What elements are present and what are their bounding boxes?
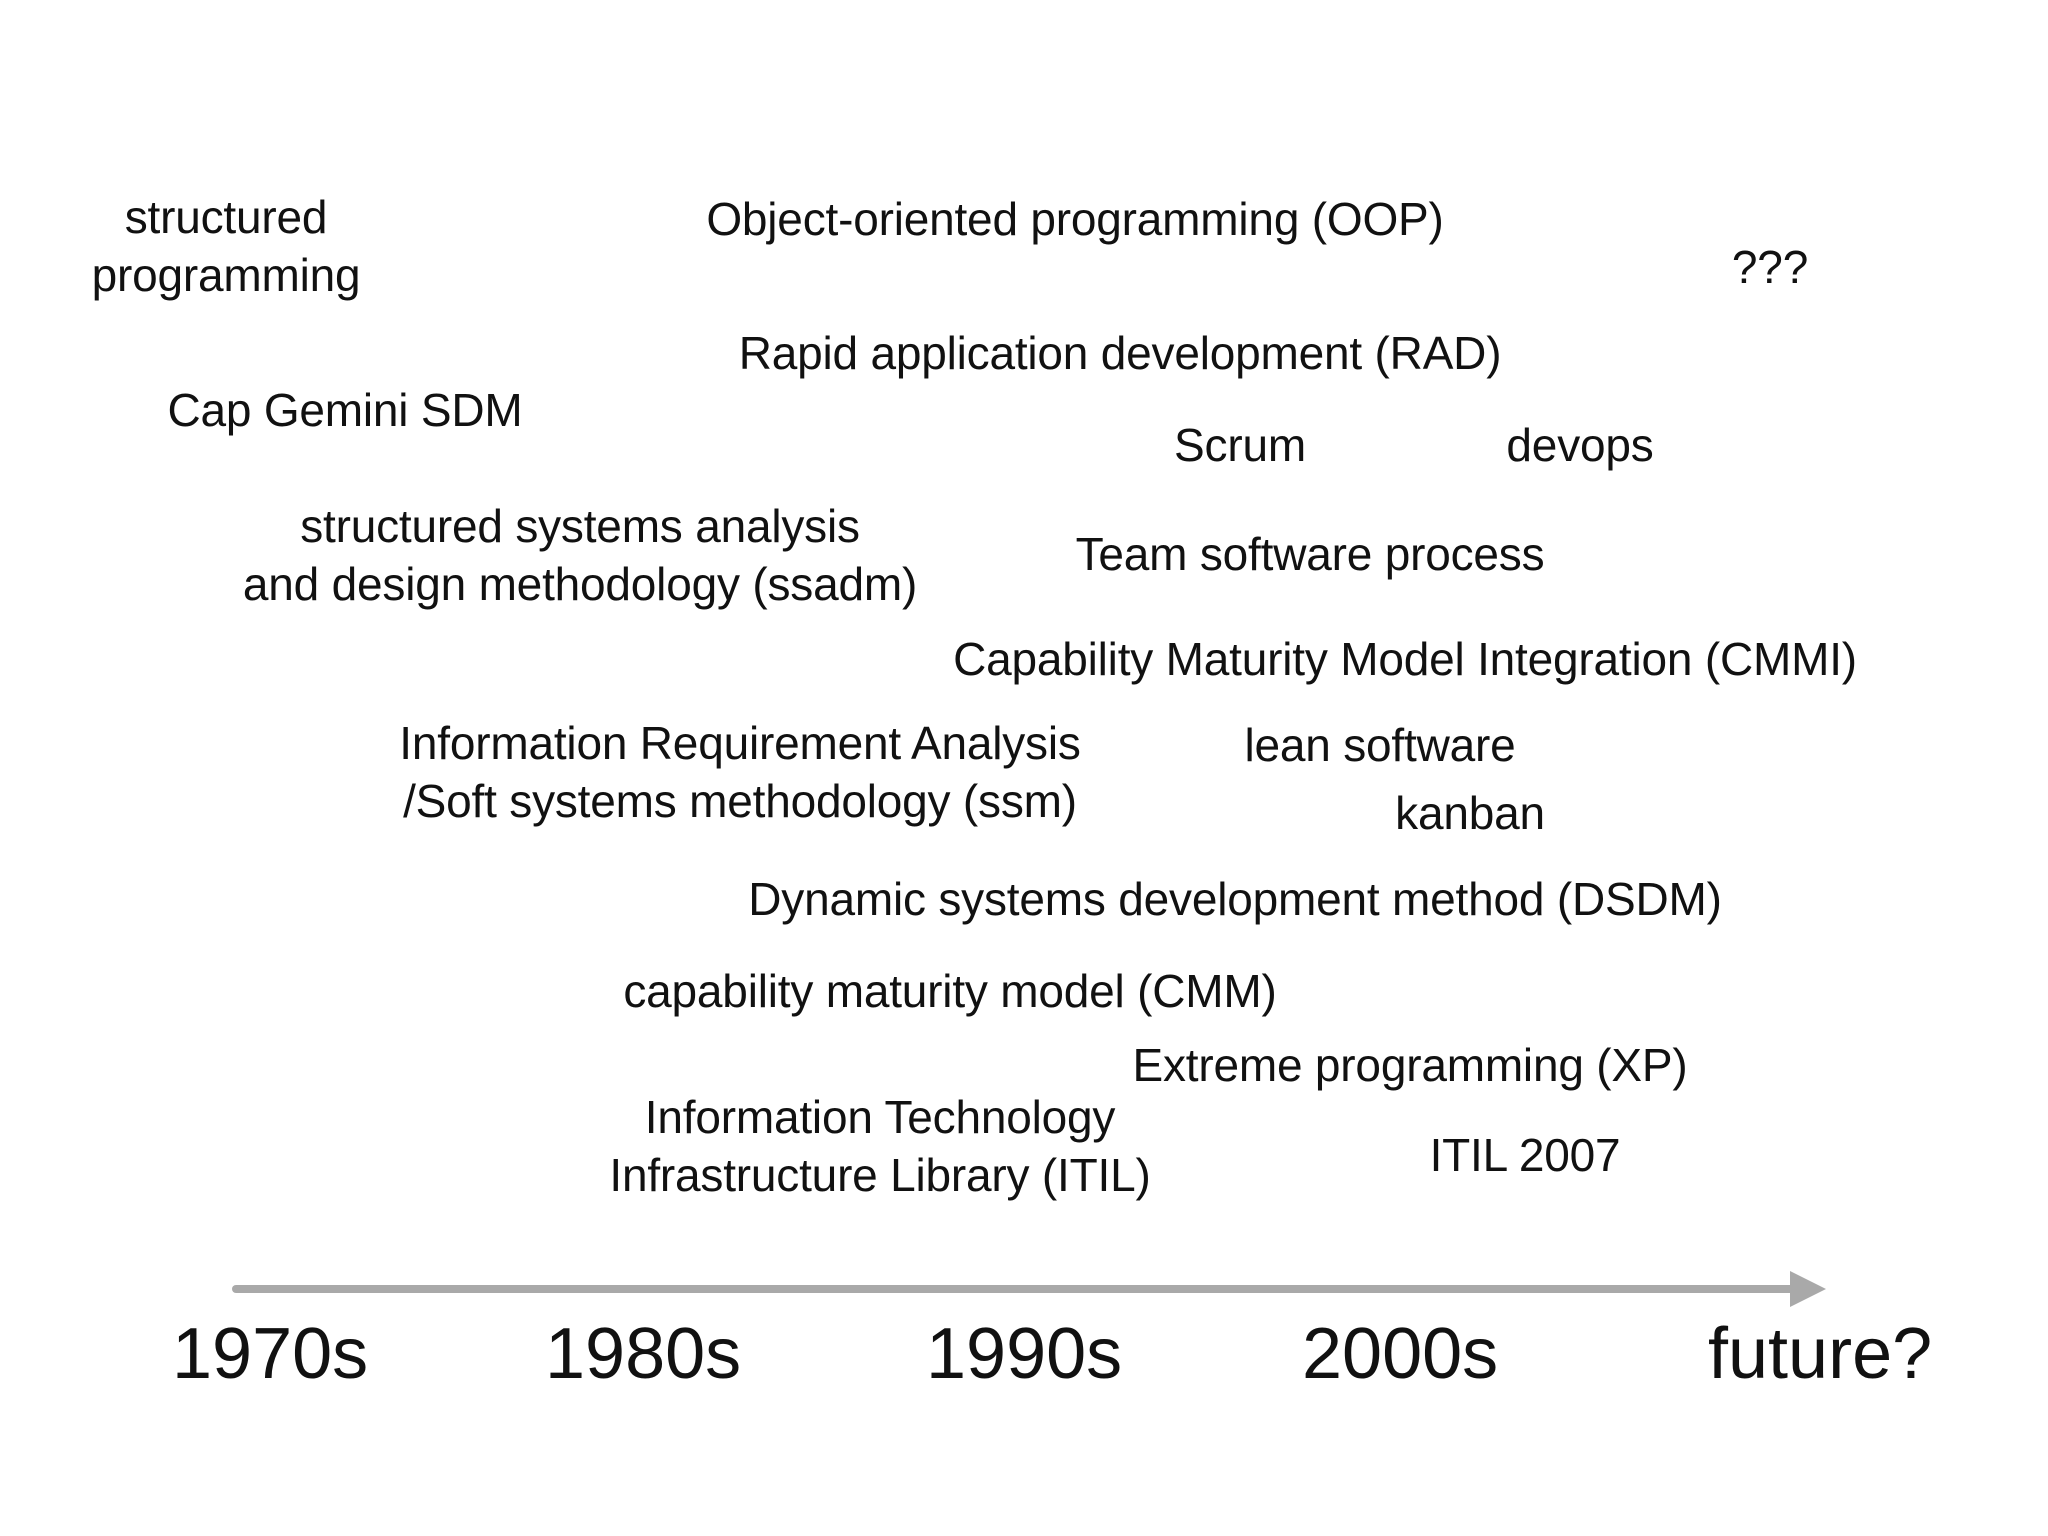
label-cap-gemini-sdm: Cap Gemini SDM (167, 384, 523, 436)
label-line: and design methodology (ssadm) (242, 558, 918, 610)
label-ssadm: structured systems analysis and design m… (220, 497, 940, 613)
label-cmm: capability maturity model (CMM) (623, 965, 1277, 1017)
label-line: Infrastructure Library (ITIL) (609, 1149, 1151, 1201)
era-label-1980s: 1980s (545, 1314, 742, 1394)
label-team-software-process: Team software process (1075, 528, 1545, 580)
label-line: structured systems analysis (300, 500, 860, 552)
label-line: structured (124, 191, 328, 243)
label-scrum: Scrum (1174, 419, 1306, 471)
label-rad: Rapid application development (RAD) (738, 327, 1502, 379)
label-question-marks: ??? (1731, 241, 1809, 293)
timeline-arrow-head (1790, 1271, 1826, 1307)
label-line: /Soft systems methodology (ssm) (403, 775, 1077, 827)
label-kanban: kanban (1395, 787, 1545, 839)
era-label-1970s: 1970s (172, 1314, 369, 1394)
label-cmmi: Capability Maturity Model Integration (C… (953, 633, 1857, 685)
era-label-future: future? (1708, 1314, 1933, 1394)
label-dsdm: Dynamic systems development method (DSDM… (748, 873, 1722, 925)
era-label-1990s: 1990s (926, 1314, 1123, 1394)
label-structured-programming: structured programming (78, 188, 374, 304)
label-itil: Information Technology Infrastructure Li… (580, 1088, 1180, 1204)
label-line: Information Technology (644, 1091, 1116, 1143)
label-devops: devops (1506, 419, 1654, 471)
label-line: Information Requirement Analysis (399, 717, 1081, 769)
label-extreme-programming: Extreme programming (XP) (1132, 1039, 1688, 1091)
label-lean-software: lean software (1244, 719, 1516, 771)
label-itil-2007: ITIL 2007 (1429, 1129, 1621, 1181)
era-label-2000s: 2000s (1302, 1314, 1499, 1394)
label-ssm: Information Requirement Analysis /Soft s… (380, 714, 1100, 830)
label-oop: Object-oriented programming (OOP) (706, 193, 1444, 245)
label-line: programming (91, 249, 361, 301)
